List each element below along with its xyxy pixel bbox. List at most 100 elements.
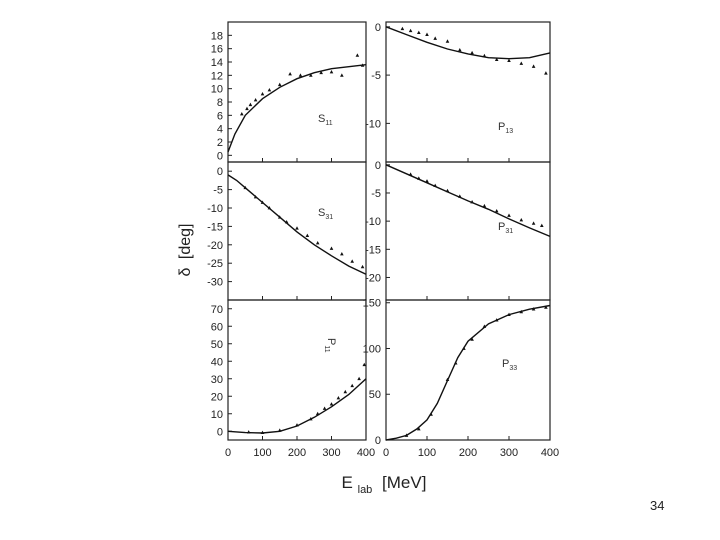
model-curve	[227, 64, 367, 153]
panel-frame	[385, 299, 551, 441]
data-point	[445, 377, 450, 382]
y-tick-label: 150	[363, 298, 381, 310]
y-axis-label-unit: [deg]	[177, 224, 194, 260]
data-point	[309, 73, 313, 77]
y-tick-label: 10	[211, 84, 223, 96]
x-axis-label-main: E	[342, 473, 353, 492]
data-point	[295, 423, 299, 427]
data-point	[315, 411, 320, 416]
data-point	[253, 98, 258, 102]
data-point	[519, 309, 524, 314]
panel-frame	[227, 21, 367, 163]
y-axis-label: δ [deg]	[177, 224, 194, 277]
data-point	[319, 70, 323, 75]
y-axis-label-symbol: δ	[177, 267, 194, 276]
data-point	[315, 240, 320, 245]
data-point	[494, 209, 499, 213]
y-tick-label: 0	[217, 166, 223, 178]
x-tick-label: 200	[288, 447, 306, 459]
x-axis-label: E lab [MeV]	[342, 473, 427, 497]
x-tick-label: 400	[541, 447, 559, 459]
y-tick-label: -10	[207, 203, 223, 215]
y-tick-label: -20	[207, 240, 223, 252]
data-point	[445, 39, 450, 43]
y-tick-label: 8	[217, 97, 223, 109]
x-tick-label: 100	[253, 447, 271, 459]
data-point	[429, 412, 433, 416]
y-tick-label: 50	[211, 339, 223, 351]
y-tick-label: 0	[217, 426, 223, 438]
data-point	[253, 194, 258, 199]
y-tick-label: 30	[211, 374, 223, 386]
data-point	[288, 72, 292, 76]
data-point	[544, 71, 548, 75]
data-point	[519, 218, 524, 222]
data-point	[531, 221, 536, 225]
y-tick-label: 10	[211, 409, 223, 421]
y-tick-label: 4	[217, 124, 223, 136]
data-point	[284, 219, 289, 224]
data-point	[246, 430, 251, 434]
data-point	[433, 183, 437, 188]
panel-label-main: P	[498, 221, 505, 233]
data-point	[507, 213, 511, 217]
panel-label-p11: P11	[323, 338, 337, 353]
data-point	[400, 26, 405, 31]
data-point	[260, 200, 265, 204]
data-point	[404, 433, 409, 437]
panel-label-p13: P13	[498, 121, 513, 135]
data-point	[417, 176, 421, 180]
panel-label-s31: S31	[318, 207, 333, 221]
data-point	[295, 226, 299, 230]
y-tick-label: 16	[211, 44, 223, 56]
data-point	[408, 28, 413, 33]
data-point	[340, 252, 344, 256]
x-tick-label: 300	[322, 447, 340, 459]
panel-label-s11: S11	[318, 113, 333, 127]
data-point	[267, 88, 272, 92]
data-point	[350, 259, 354, 263]
data-point	[494, 57, 499, 62]
slide-page-number: 34	[650, 498, 665, 513]
x-tick-label: 0	[225, 447, 231, 459]
data-point	[470, 199, 474, 204]
y-tick-label: 6	[217, 110, 223, 122]
y-tick-label: 40	[211, 356, 223, 368]
data-point	[482, 324, 487, 328]
panel-label-sub: 31	[505, 228, 513, 235]
data-point	[260, 92, 265, 96]
data-point	[245, 106, 249, 111]
data-point	[298, 73, 303, 77]
panel-frame	[227, 299, 367, 441]
data-point	[329, 246, 334, 250]
data-point	[519, 61, 524, 65]
panel-frame	[385, 161, 551, 301]
data-point	[267, 206, 272, 210]
data-point	[453, 361, 458, 365]
panel-label-sub: 11	[323, 345, 330, 352]
y-tick-label: -5	[213, 185, 223, 197]
data-point	[531, 307, 536, 311]
data-point	[350, 383, 354, 388]
y-tick-label: 2	[217, 137, 223, 149]
data-point	[260, 430, 265, 435]
data-point	[336, 396, 341, 400]
y-tick-label: 100	[363, 343, 381, 355]
y-tick-label: 0	[375, 160, 381, 172]
data-point	[470, 50, 474, 55]
data-point	[458, 194, 462, 198]
y-tick-label: 60	[211, 321, 223, 333]
y-tick-label: 50	[369, 389, 381, 401]
panel-p33: 0 50 100 150 0 100 200 300 400 P33	[363, 298, 560, 459]
data-point	[482, 203, 487, 208]
model-curve	[227, 174, 367, 275]
panel-p31: 0 -5 -10 -15 -20 P31	[365, 160, 551, 301]
x-tick-label: 300	[500, 447, 518, 459]
y-tick-label: 20	[211, 391, 223, 403]
data-point	[355, 53, 360, 57]
panel-label-main: S	[318, 207, 325, 219]
y-tick-label: -5	[371, 188, 381, 200]
x-tick-label: 400	[357, 447, 375, 459]
data-point	[360, 264, 365, 269]
x-tick-label: 0	[383, 447, 389, 459]
